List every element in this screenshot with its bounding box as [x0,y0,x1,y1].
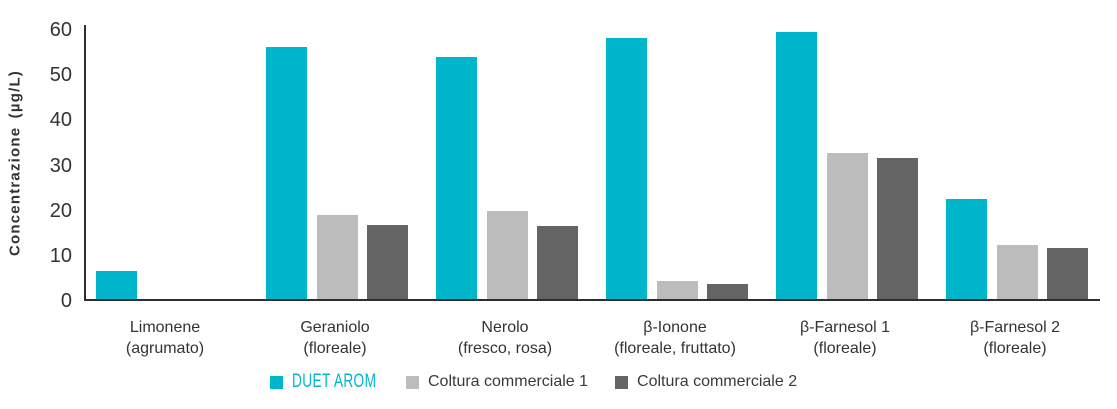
bar [707,284,748,299]
y-axis-tick-label: 0 [60,290,72,312]
bar-group [436,57,578,299]
bar-group [266,47,408,299]
legend-item: DUET AROM [269,371,379,393]
bar-group [946,199,1088,299]
category-descriptor: (agrumato) [125,340,205,357]
bar-group [96,271,238,299]
plot-area [84,25,1100,301]
y-axis-tick-label: 10 [49,244,72,267]
bar [826,153,868,299]
category-name: Limonene [129,319,201,336]
x-axis-category-label: β-Farnesol 1 (floreale) [760,317,930,359]
category-name: Geraniolo [300,319,370,336]
y-axis-tick-label: 20 [49,199,72,222]
legend-swatch-icon [405,375,419,389]
category-descriptor: (floreale, fruttato) [614,340,736,357]
category-descriptor: (floreale) [303,340,367,357]
legend-swatch-icon [615,375,629,389]
bar [656,281,698,299]
x-axis-category-label: Nerolo (fresco, rosa) [420,317,590,359]
legend-label: DUET AROM [291,371,377,392]
bar [996,245,1038,299]
x-axis-category-label: β-Ionone (floreale, fruttato) [590,317,760,359]
x-axis-category-label: Geraniolo (floreale) [250,317,420,359]
x-axis-category-label: β-Farnesol 2 (floreale) [930,317,1100,359]
bar-group [776,32,918,299]
bar [776,32,817,299]
bar [367,225,408,299]
legend-item: Coltura commerciale 2 [615,373,797,391]
bar [96,271,137,299]
y-axis-tick-label: 50 [49,64,72,87]
y-axis-tick-label: 40 [49,109,72,132]
legend-swatch-icon [269,375,283,389]
y-axis-tick-labels: 0 10 20 30 40 50 60 [0,0,72,409]
category-name: Nerolo [481,319,529,336]
legend-item: Coltura commerciale 1 [405,373,589,391]
legend-label: Coltura commerciale 1 [427,373,589,390]
bar [946,199,987,299]
bar [877,158,918,299]
category-descriptor: (floreale) [813,340,877,357]
y-axis-tick-label: 60 [49,19,72,41]
bar [436,57,477,299]
category-name: β-Farnesol 2 [969,319,1061,336]
category-descriptor: (floreale) [983,340,1047,357]
bar [537,226,578,299]
legend-label: Coltura commerciale 2 [637,373,798,390]
bar-group [606,38,748,299]
bar [1047,248,1088,299]
bar [316,215,358,299]
category-descriptor: (fresco, rosa) [457,340,553,357]
category-name: β-Farnesol 1 [799,319,891,336]
bar [486,211,528,299]
legend: DUET AROM Coltura commerciale 1 Coltura co… [0,371,1067,393]
bar [266,47,307,299]
x-axis-category-label: Limonene (agrumato) [80,317,250,359]
category-name: β-Ionone [643,319,707,336]
y-axis-tick-label: 30 [49,154,72,177]
bar [606,38,647,299]
